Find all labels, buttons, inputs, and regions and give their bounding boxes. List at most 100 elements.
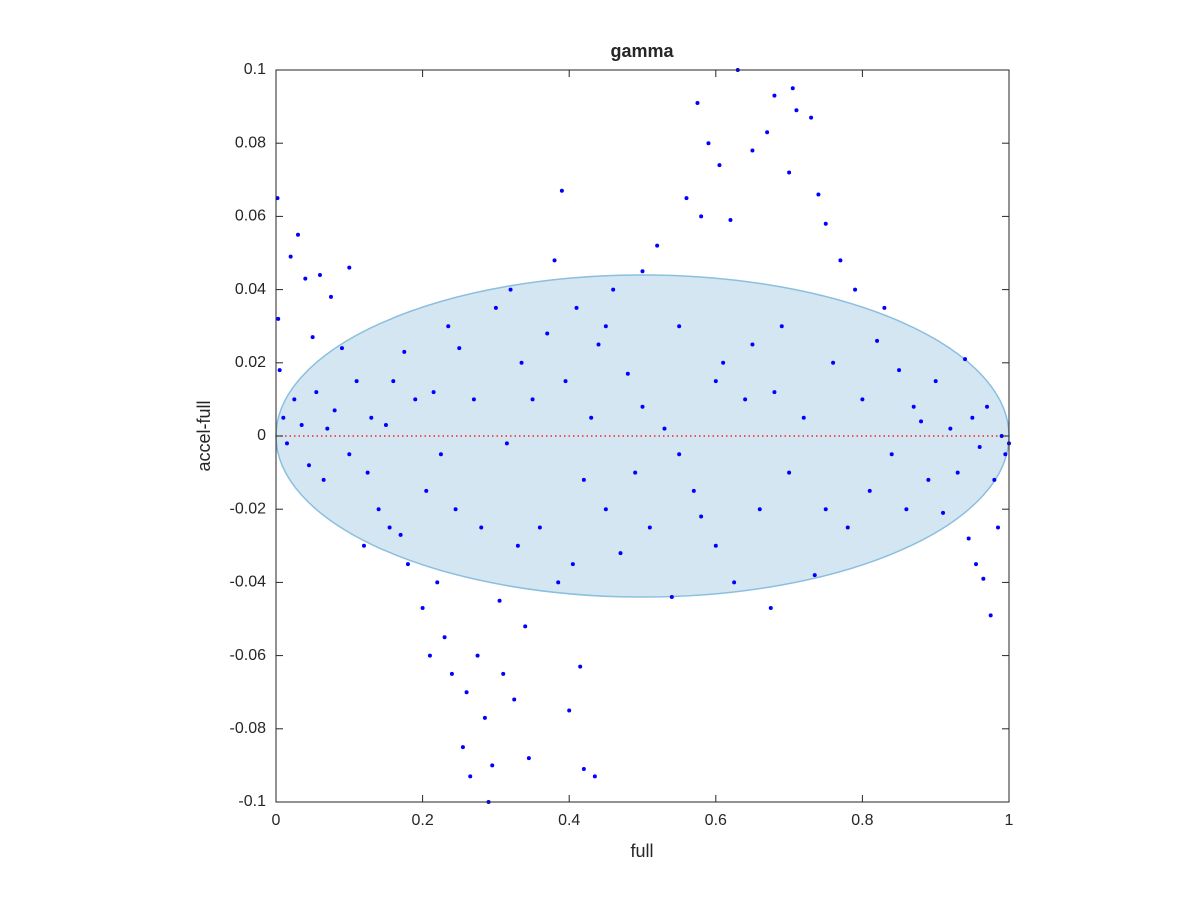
- point: [941, 510, 946, 515]
- point: [838, 258, 843, 263]
- point: [306, 463, 311, 468]
- point: [376, 507, 381, 512]
- point: [523, 624, 528, 629]
- point: [460, 745, 465, 750]
- point: [919, 419, 924, 424]
- point: [552, 258, 557, 263]
- point: [369, 415, 374, 420]
- point: [677, 324, 682, 329]
- point: [284, 441, 289, 446]
- y-axis-label: accel-full: [194, 400, 214, 471]
- y-tick-label: 0.06: [235, 208, 266, 225]
- point: [981, 576, 986, 581]
- point: [772, 93, 777, 98]
- point: [875, 338, 880, 343]
- point: [999, 434, 1004, 438]
- point: [515, 543, 520, 548]
- point: [501, 671, 506, 676]
- x-tick-label: 1: [1005, 812, 1014, 829]
- point: [471, 397, 476, 402]
- point: [618, 551, 623, 556]
- point: [570, 562, 575, 567]
- point: [567, 708, 572, 713]
- point: [563, 379, 568, 384]
- point: [717, 163, 722, 168]
- x-axis-label: full: [630, 841, 653, 861]
- point: [603, 507, 608, 512]
- point: [490, 763, 495, 768]
- point: [479, 525, 484, 530]
- point: [889, 452, 894, 457]
- point: [449, 671, 454, 676]
- ellipse: [275, 274, 1010, 598]
- point: [581, 477, 586, 482]
- point: [867, 488, 872, 493]
- point: [647, 525, 652, 530]
- point: [427, 653, 432, 658]
- point: [860, 397, 865, 402]
- point: [713, 543, 718, 548]
- point: [750, 148, 755, 153]
- point: [845, 525, 850, 530]
- point: [948, 426, 953, 431]
- x-tick-label: 0.4: [558, 812, 580, 829]
- point: [743, 397, 748, 402]
- point: [347, 452, 352, 457]
- point: [504, 441, 509, 446]
- point: [347, 265, 352, 270]
- point: [424, 488, 429, 493]
- point: [391, 379, 396, 384]
- point: [699, 214, 704, 219]
- point: [559, 188, 564, 193]
- y-tick-label: 0.02: [235, 354, 266, 371]
- point: [328, 294, 333, 299]
- point: [361, 543, 366, 548]
- point: [317, 272, 322, 277]
- point: [750, 342, 755, 347]
- point: [933, 379, 938, 384]
- point: [464, 690, 469, 695]
- point: [633, 470, 638, 475]
- point: [438, 452, 443, 457]
- point: [823, 221, 828, 226]
- point: [497, 598, 502, 603]
- point: [281, 415, 286, 420]
- point: [699, 514, 704, 519]
- point: [992, 477, 997, 482]
- point: [589, 415, 594, 420]
- point: [299, 423, 304, 428]
- y-tick-label: -0.06: [230, 647, 267, 664]
- point: [402, 349, 407, 354]
- point: [787, 470, 792, 475]
- point: [966, 536, 971, 541]
- point: [985, 404, 990, 409]
- point: [603, 324, 608, 329]
- point: [640, 269, 645, 274]
- point: [276, 316, 281, 321]
- point: [413, 397, 418, 402]
- point: [977, 444, 982, 449]
- point: [882, 305, 887, 310]
- y-tick-label: 0: [257, 427, 266, 444]
- point: [695, 100, 700, 105]
- point: [292, 397, 297, 402]
- y-tick-label: -0.02: [230, 500, 267, 517]
- point: [482, 715, 487, 720]
- point: [823, 507, 828, 512]
- point: [728, 218, 733, 223]
- point: [831, 360, 836, 365]
- point: [904, 507, 909, 512]
- point: [431, 390, 436, 395]
- point: [677, 452, 682, 457]
- y-tick-label: 0.08: [235, 134, 266, 151]
- x-tick-label: 0: [272, 812, 281, 829]
- point: [578, 664, 583, 669]
- point: [545, 331, 550, 336]
- point: [530, 397, 535, 402]
- point: [475, 653, 480, 658]
- point: [768, 606, 773, 611]
- point: [801, 415, 806, 420]
- point: [794, 108, 799, 113]
- point: [787, 170, 792, 175]
- point: [365, 470, 370, 475]
